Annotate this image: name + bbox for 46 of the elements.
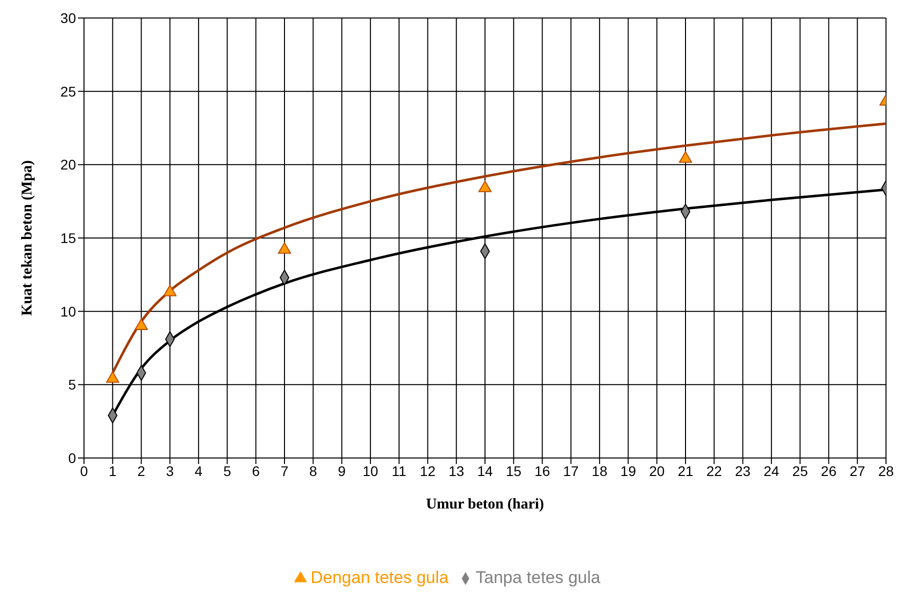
x-tick-label: 19 xyxy=(620,462,636,479)
x-tick-label: 6 xyxy=(252,462,260,479)
x-tick-label: 0 xyxy=(80,462,88,479)
point xyxy=(678,151,692,163)
y-tick-label: 25 xyxy=(60,83,76,100)
y-tick-label: 0 xyxy=(68,450,76,466)
x-tick-label: 11 xyxy=(392,462,407,479)
x-tick-label: 17 xyxy=(563,462,579,479)
x-tick-label: 20 xyxy=(649,462,665,479)
x-tick-label: 28 xyxy=(878,462,894,479)
x-tick-label: 1 xyxy=(108,462,117,479)
x-tick-label: 14 xyxy=(477,462,493,479)
point xyxy=(134,318,148,330)
x-tick-label: 3 xyxy=(166,462,174,479)
point xyxy=(106,371,120,383)
x-tick-label: 2 xyxy=(137,462,146,479)
x-tick-label: 16 xyxy=(534,462,550,479)
x-tick-label: 26 xyxy=(820,462,837,479)
point xyxy=(278,242,292,254)
x-tick-label: 10 xyxy=(362,462,378,479)
x-tick-label: 13 xyxy=(448,462,464,479)
y-tick-label: 15 xyxy=(60,230,76,246)
x-tick-label: 4 xyxy=(194,462,203,479)
x-tick-label: 25 xyxy=(792,462,808,479)
x-tick-label: 15 xyxy=(506,462,522,479)
x-tick-label: 18 xyxy=(592,462,608,479)
x-tick-label: 12 xyxy=(420,462,436,479)
x-axis-title: Umur beton (hari) xyxy=(426,496,544,513)
y-tick-label: 10 xyxy=(60,303,76,320)
legend-label: Tanpa tetes gula xyxy=(476,568,600,587)
x-tick-label: 5 xyxy=(223,462,232,479)
x-tick-label: 9 xyxy=(338,462,346,479)
point xyxy=(163,284,177,296)
y-axis-title: Kuat tekan beton (Mpa) xyxy=(19,160,36,316)
x-tick-label: 22 xyxy=(706,462,722,479)
point xyxy=(478,180,492,192)
y-tick-label: 20 xyxy=(60,156,76,173)
y-tick-label: 30 xyxy=(60,10,76,26)
y-tick-label: 5 xyxy=(68,376,76,393)
x-tick-label: 27 xyxy=(850,462,866,479)
x-tick-label: 8 xyxy=(309,462,318,479)
legend-label: Dengan tetes gula xyxy=(310,568,449,587)
x-tick-label: 7 xyxy=(280,462,289,479)
x-tick-label: 21 xyxy=(678,462,694,479)
x-tick-label: 24 xyxy=(764,462,780,479)
x-tick-label: 23 xyxy=(734,462,751,479)
